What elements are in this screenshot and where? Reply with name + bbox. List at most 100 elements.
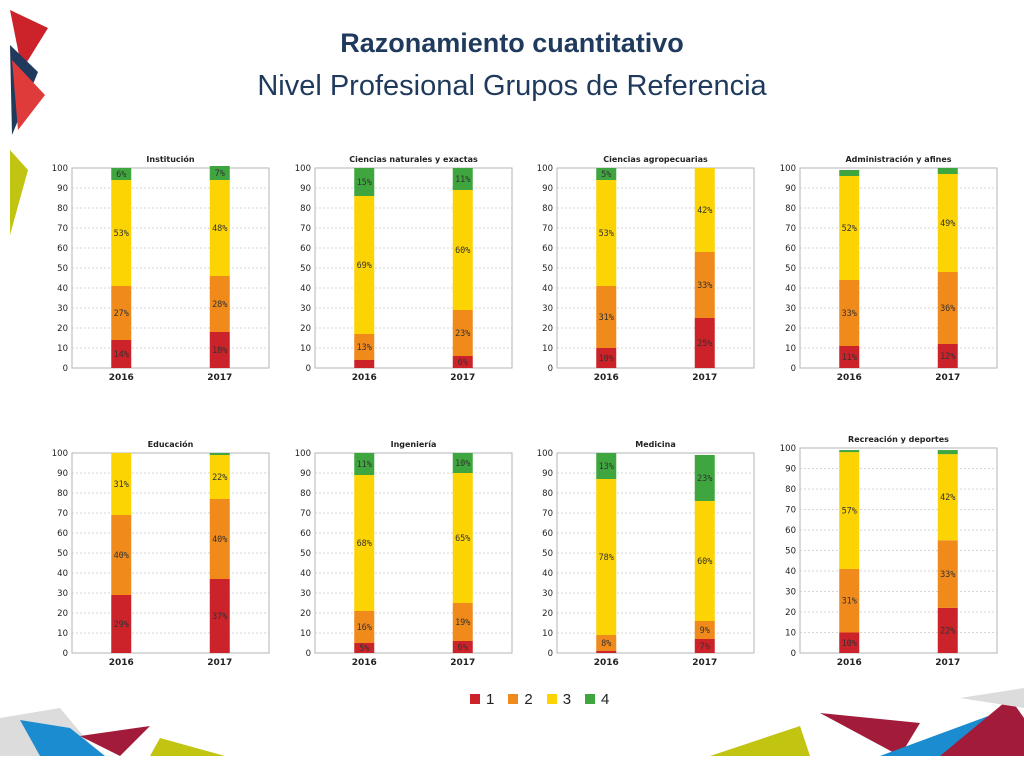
data-label: 49% [940,219,955,229]
bar-segment [937,168,958,174]
data-label: 78% [599,553,614,563]
y-tick-label: 30 [785,588,796,598]
bar-segment [354,360,375,368]
data-label: 40% [212,535,227,545]
data-label: 5% [601,170,611,180]
y-tick-label: 100 [295,164,311,174]
chart-title: Ingeniería [391,440,437,449]
chart-ingenieria: Ingeniería 0 10 20 30 40 50 60 70 80 90 100 5% 16% 68%… [295,440,513,668]
bar-segment [596,635,617,651]
y-tick-label: 0 [63,364,68,374]
bar-segment [839,568,860,633]
y-tick-label: 60 [785,526,796,536]
chart-title: Educación [148,439,194,449]
y-tick-label: 20 [785,324,796,334]
chart-panel-ciencias-agropecuarias: Ciencias agropecuarias 0 10 20 30 40 50 60 70 80 9… [525,150,760,390]
bar-segment [596,180,617,286]
chart-panel-institucion: Institución 0 10 20 30 40 50 60 70 80 90 100 14% 27% 5… [40,150,275,390]
legend-label-3: 3 [562,690,572,708]
bar-segment [209,455,230,499]
data-label: 10% [599,354,614,364]
y-tick-label: 10 [785,629,796,639]
y-tick-label: 10 [57,629,68,639]
chart-panel-educacion: Educación 0 10 20 30 40 50 60 70 80 90 100 29% 40% 31%… [40,435,275,675]
y-tick-label: 70 [57,224,68,234]
y-tick-label: 10 [785,344,796,354]
data-label: 11% [842,353,857,363]
y-tick-label: 60 [57,244,68,254]
y-tick-label: 90 [785,465,796,475]
bar-segment [354,643,375,653]
y-tick-label: 40 [300,569,311,579]
data-label: 14% [114,350,129,360]
chart-title: Medicina [635,440,675,449]
page-subtitle: Nivel Profesional Grupos de Referencia [257,70,767,102]
bar-segment [452,190,473,310]
data-label: 12% [940,352,955,362]
bar-segment [209,579,230,653]
x-tick-label: 2016 [352,373,377,383]
data-label: 22% [212,473,227,483]
y-tick-label: 100 [52,449,68,459]
y-tick-label: 70 [300,224,311,234]
y-tick-label: 0 [306,649,311,659]
bar-segment [209,499,230,579]
data-label: 31% [599,313,614,323]
legend-label-4: 4 [601,690,610,708]
page-title: Razonamiento cuantitativo [340,28,684,58]
legend-item-2: 2 [508,691,533,708]
bar-segment [839,450,860,453]
data-label: 23% [455,329,470,339]
bar-segment [596,348,617,368]
bar-segment [937,607,958,653]
bar-segment [839,280,860,346]
x-tick-label: 2017 [935,373,960,383]
data-label: 53% [599,229,614,239]
bar-segment [452,453,473,473]
y-tick-label: 40 [57,284,68,294]
x-tick-label: 2017 [692,373,717,383]
chart-educacion: Educación 0 10 20 30 40 50 60 70 80 90 100 29% 40% 31%… [52,439,270,668]
y-tick-label: 20 [300,324,311,334]
y-tick-label: 0 [791,364,796,374]
corner-decoration-top-left [10,10,48,235]
x-tick-label: 2016 [109,658,134,668]
chart-ciencias-agropecuarias: Ciencias agropecuarias 0 10 20 30 40 50 60 70 80 9… [537,155,755,383]
data-label: 33% [697,281,712,291]
data-label: 69% [357,261,372,271]
corner-decoration-bottom-left [0,708,225,756]
y-tick-label: 10 [300,629,311,639]
bar-segment [354,611,375,643]
legend-item-1: 1 [470,691,494,708]
data-label: 52% [842,224,857,234]
data-label: 11% [357,460,372,470]
y-tick-label: 50 [785,264,796,274]
chart-ciencias-naturales: Ciencias naturales y exactas 0 10 20 30 40 50 6… [295,155,513,383]
x-tick-label: 2017 [692,658,717,668]
y-tick-label: 20 [300,609,311,619]
data-label: 6% [458,358,468,368]
y-tick-label: 60 [542,529,553,539]
data-label: 7% [215,169,225,179]
data-label: 36% [940,304,955,314]
y-tick-label: 50 [57,264,68,274]
bar-segment [937,272,958,344]
y-tick-label: 100 [537,164,553,174]
y-tick-label: 10 [542,344,553,354]
bar-segment [354,453,375,475]
y-tick-label: 90 [542,184,553,194]
y-tick-label: 60 [300,244,311,254]
y-tick-label: 20 [542,324,553,334]
y-tick-label: 60 [57,529,68,539]
x-tick-label: 2016 [837,658,862,668]
y-tick-label: 100 [537,449,553,459]
bar-segment [937,454,958,541]
y-tick-label: 20 [542,609,553,619]
y-tick-label: 50 [300,549,311,559]
x-tick-label: 2017 [207,373,232,383]
legend: 1 2 3 4 [470,690,623,708]
chart-panel-recreacion: Recreación y deportes 0 10 20 30 40 50 60 70 80 90… [768,430,1003,675]
y-tick-label: 60 [785,244,796,254]
bar-segment [937,174,958,272]
legend-item-3: 3 [546,690,572,708]
